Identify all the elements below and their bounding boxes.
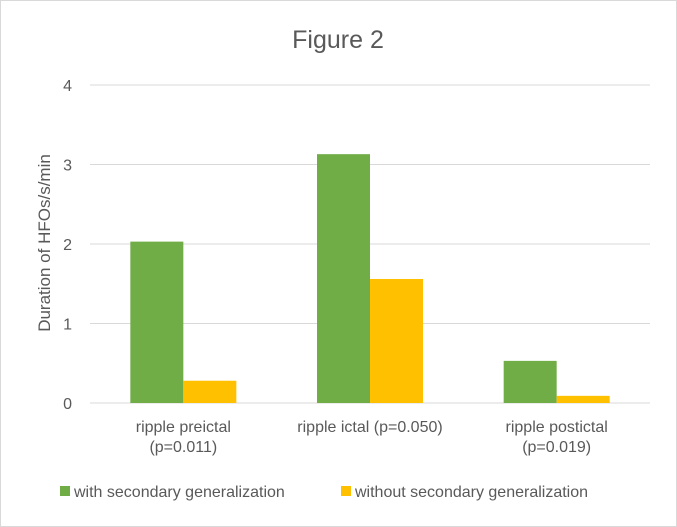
legend: with secondary generalization without sec…: [60, 484, 588, 501]
y-axis-label: Duration of HFOs/s/min: [35, 154, 54, 332]
y-tick-label: 1: [63, 317, 72, 334]
y-tick-labels: 0 1 2 3 4: [63, 78, 72, 413]
y-tick-label: 3: [63, 158, 72, 175]
bar-without-secondary-generalization: [183, 380, 237, 403]
legend-label: with secondary generalization: [73, 484, 285, 501]
bar-with-secondary-generalization: [317, 154, 370, 403]
bar-with-secondary-generalization: [503, 360, 557, 403]
bar-without-secondary-generalization: [370, 278, 423, 403]
legend-swatch: [60, 486, 70, 496]
bar-without-secondary-generalization: [556, 395, 610, 403]
x-tick-label: (p=0.011): [149, 439, 217, 456]
x-tick-labels: ripple preictal (p=0.011) ripple ictal (p=…: [136, 419, 608, 456]
bars: [130, 154, 610, 403]
x-tick-label: ripple ictal (p=0.050): [297, 419, 442, 436]
y-tick-label: 4: [63, 78, 72, 95]
x-tick-label: (p=0.019): [522, 439, 591, 456]
y-tick-label: 2: [63, 237, 72, 254]
legend-label: without secondary generalization: [354, 484, 588, 501]
bar-with-secondary-generalization: [130, 241, 184, 403]
x-tick-label: ripple postictal: [506, 419, 608, 436]
legend-swatch: [341, 486, 351, 496]
x-tick-label: ripple preictal: [136, 419, 231, 436]
y-tick-label: 0: [63, 396, 72, 413]
chart-title: Figure 2: [292, 26, 384, 54]
